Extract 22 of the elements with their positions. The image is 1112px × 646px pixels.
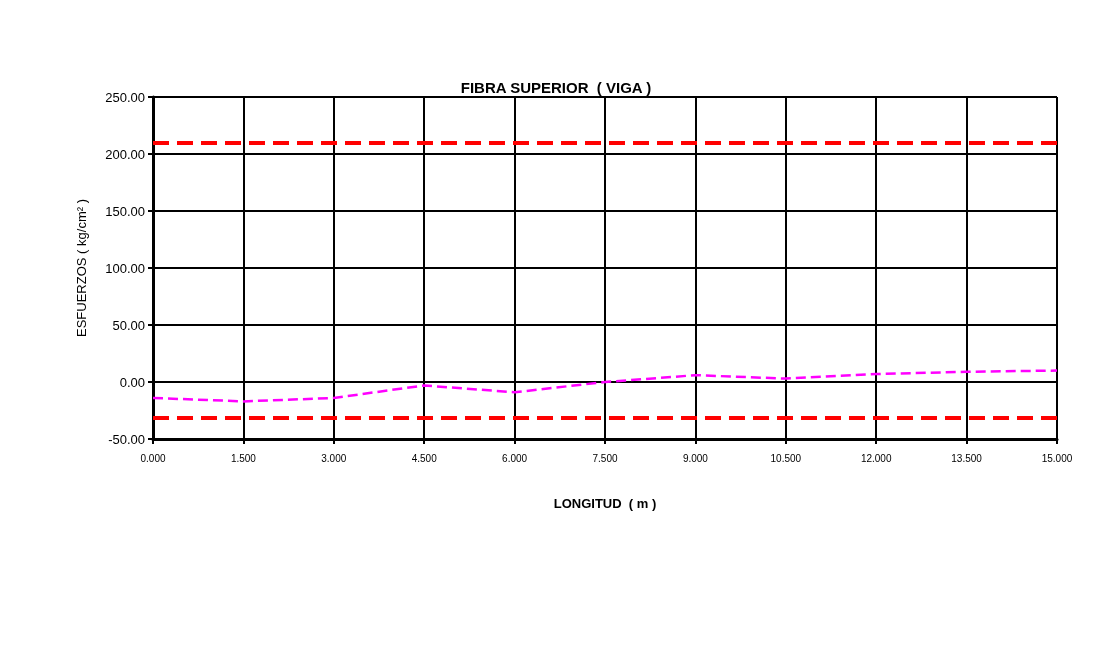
y-tick-label: 200.00 xyxy=(105,146,145,162)
x-tick-label: 15.000 xyxy=(1041,452,1073,464)
y-tick-label: -50.00 xyxy=(108,431,145,447)
y-tick-label: 250.00 xyxy=(105,89,145,105)
x-tick-label: 4.500 xyxy=(411,452,438,464)
x-tick-label: 1.500 xyxy=(230,452,257,464)
x-axis-title: LONGITUD ( m ) xyxy=(553,496,657,511)
x-tick-label: 3.000 xyxy=(321,452,347,464)
y-axis-title: ESFUERZOS ( kg/cm² ) xyxy=(74,199,89,337)
y-tick-label: 0.00 xyxy=(119,374,145,390)
x-tick-label: 12.000 xyxy=(860,452,892,464)
x-tick-label: 0.000 xyxy=(140,452,166,464)
chart-title: FIBRA SUPERIOR ( VIGA ) xyxy=(460,79,652,96)
x-tick-label: 9.000 xyxy=(682,452,709,464)
x-tick-label: 7.500 xyxy=(592,452,618,464)
x-tick-label: 13.500 xyxy=(951,452,983,464)
line-series xyxy=(151,369,1059,403)
x-tick-label: 6.000 xyxy=(502,452,528,464)
x-tick-label: 10.500 xyxy=(770,452,802,464)
y-tick-label: 100.00 xyxy=(105,260,145,276)
y-tick-label: 50.00 xyxy=(112,317,145,333)
y-tick-label: 150.00 xyxy=(105,203,145,219)
